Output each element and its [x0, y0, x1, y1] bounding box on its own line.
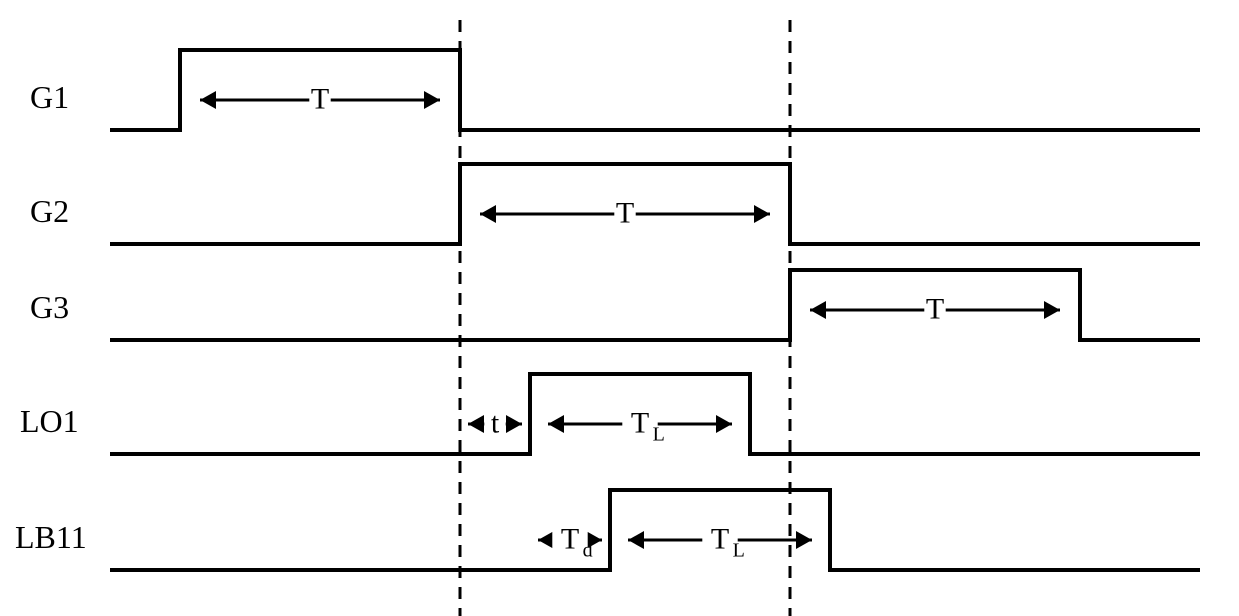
timing-diagram: G1TG2TG3TLO1tTLLB11TdTL [0, 0, 1239, 616]
svg-text:t: t [491, 406, 500, 439]
svg-text:T: T [311, 82, 329, 115]
svg-text:G2: G2 [30, 193, 69, 229]
svg-text:T: T [711, 522, 729, 555]
svg-text:T: T [631, 406, 649, 439]
svg-text:d: d [583, 540, 593, 562]
svg-text:G3: G3 [30, 289, 69, 325]
svg-text:LB11: LB11 [15, 519, 87, 555]
svg-text:L: L [733, 540, 745, 562]
svg-text:T: T [561, 522, 579, 555]
timing-svg: G1TG2TG3TLO1tTLLB11TdTL [0, 0, 1239, 616]
svg-text:G1: G1 [30, 79, 69, 115]
svg-text:L: L [653, 424, 665, 446]
svg-text:T: T [616, 196, 634, 229]
svg-text:LO1: LO1 [20, 403, 79, 439]
svg-text:T: T [926, 292, 944, 325]
